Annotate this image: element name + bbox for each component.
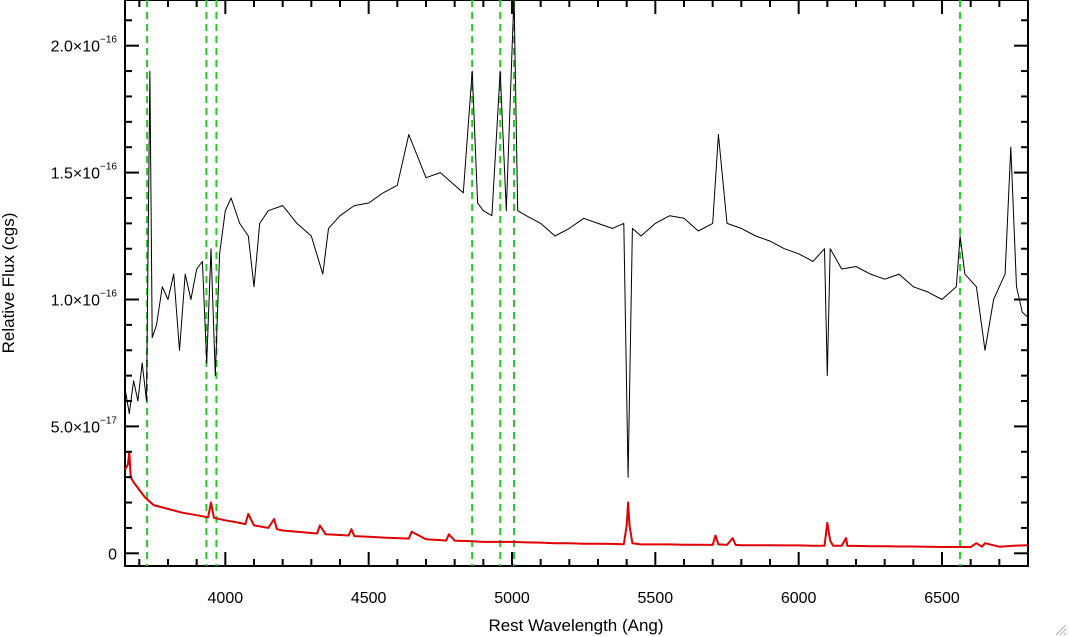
y-tick-labels: 0 5.0×10−17 1.0×10−16 1.5×10−16 2.0×10−16 bbox=[51, 35, 118, 564]
resize-grip-icon[interactable] bbox=[1055, 624, 1067, 636]
x-axis-title: Rest Wavelength (Ang) bbox=[488, 616, 663, 635]
x-tick-label: 6500 bbox=[924, 590, 960, 607]
series-spectrum-line bbox=[124, 0, 1029, 478]
y-tick-label: 2.0×10−16 bbox=[51, 35, 118, 56]
series-error-line bbox=[124, 450, 1029, 548]
x-tick-label: 6000 bbox=[781, 590, 817, 607]
x-tick-label: 4000 bbox=[208, 590, 244, 607]
y-tick-label: 1.0×10−16 bbox=[51, 288, 118, 309]
x-tick-labels: 4000 4500 5000 5500 6000 6500 bbox=[208, 590, 960, 607]
y-tick-label: 5.0×10−17 bbox=[51, 415, 118, 436]
emission-line-markers bbox=[146, 0, 962, 566]
plot-area bbox=[124, 0, 1029, 567]
y-axis-title: Relative Flux (cgs) bbox=[0, 213, 18, 354]
x-tick-label: 5000 bbox=[494, 590, 530, 607]
y-tick-label: 0 bbox=[108, 546, 117, 563]
x-tick-label: 5500 bbox=[638, 590, 674, 607]
plot-frame bbox=[124, 0, 1029, 567]
x-tick-label: 4500 bbox=[351, 590, 387, 607]
series-layer bbox=[124, 0, 1029, 548]
axis-ticks bbox=[125, 0, 1029, 566]
y-tick-label: 1.5×10−16 bbox=[51, 162, 118, 183]
